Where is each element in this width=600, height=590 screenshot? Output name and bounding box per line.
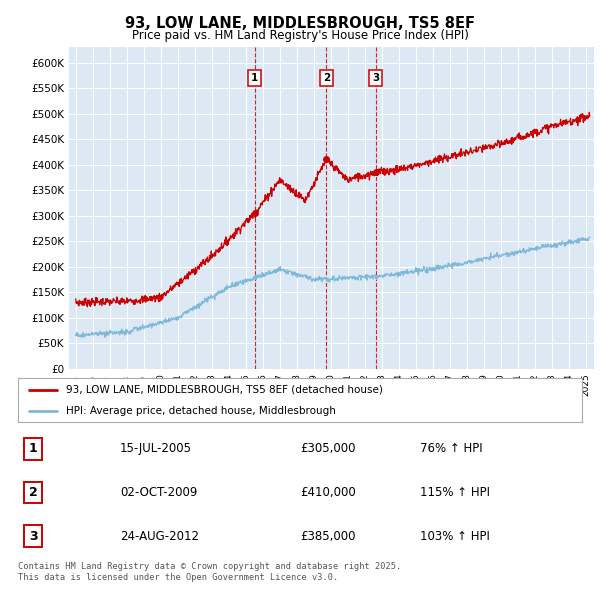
Text: 15-JUL-2005: 15-JUL-2005 [120, 442, 192, 455]
Text: 103% ↑ HPI: 103% ↑ HPI [420, 530, 490, 543]
Text: £385,000: £385,000 [300, 530, 355, 543]
Text: £305,000: £305,000 [300, 442, 355, 455]
Text: 3: 3 [29, 530, 37, 543]
Text: 1: 1 [251, 73, 259, 83]
Text: 115% ↑ HPI: 115% ↑ HPI [420, 486, 490, 499]
Text: 1: 1 [29, 442, 37, 455]
Text: Contains HM Land Registry data © Crown copyright and database right 2025.
This d: Contains HM Land Registry data © Crown c… [18, 562, 401, 582]
Text: 2: 2 [29, 486, 37, 499]
Text: 24-AUG-2012: 24-AUG-2012 [120, 530, 199, 543]
Text: 2: 2 [323, 73, 330, 83]
Text: 3: 3 [372, 73, 379, 83]
Text: £410,000: £410,000 [300, 486, 356, 499]
Text: 76% ↑ HPI: 76% ↑ HPI [420, 442, 482, 455]
Text: 02-OCT-2009: 02-OCT-2009 [120, 486, 197, 499]
Text: HPI: Average price, detached house, Middlesbrough: HPI: Average price, detached house, Midd… [66, 406, 336, 416]
Text: 93, LOW LANE, MIDDLESBROUGH, TS5 8EF: 93, LOW LANE, MIDDLESBROUGH, TS5 8EF [125, 16, 475, 31]
Text: Price paid vs. HM Land Registry's House Price Index (HPI): Price paid vs. HM Land Registry's House … [131, 29, 469, 42]
Text: 93, LOW LANE, MIDDLESBROUGH, TS5 8EF (detached house): 93, LOW LANE, MIDDLESBROUGH, TS5 8EF (de… [66, 385, 383, 395]
